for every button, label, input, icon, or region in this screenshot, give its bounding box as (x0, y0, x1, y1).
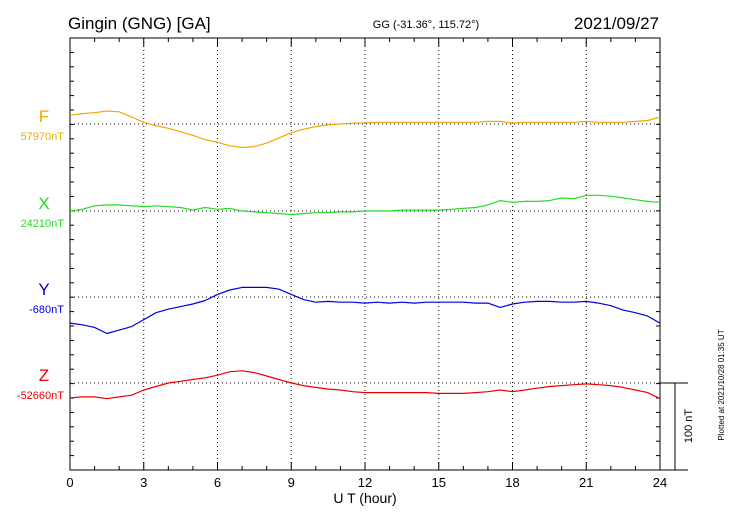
scale-bar: 100 nT (660, 382, 695, 471)
plotted-at-note: Plotted at 2021/10/28 01:35 UT (717, 329, 726, 440)
station-coordinates: GG (-31.36°, 115.72°) (373, 19, 479, 31)
plot-date: 2021/09/27 (574, 14, 659, 33)
x-tick-label-18: 18 (505, 475, 519, 490)
x-tick-label-12: 12 (358, 475, 372, 490)
x-axis: 0 3 6 9 12 15 18 21 24 (66, 38, 667, 490)
x-tick-label-15: 15 (432, 475, 446, 490)
x-tick-label-6: 6 (214, 475, 221, 490)
grid-layer (143, 38, 587, 470)
x-tick-label-0: 0 (66, 475, 73, 490)
series-baseline-f: 57970nT (21, 131, 65, 143)
series-line-f (69, 110, 661, 149)
scale-bar-label: 100 nT (683, 409, 695, 444)
x-tick-label-21: 21 (579, 475, 593, 490)
series-name-f: F (39, 107, 49, 126)
series-line-x (69, 194, 661, 216)
series-name-z: Z (39, 366, 49, 385)
series-line-z (69, 370, 661, 400)
series-baseline-z: -52660nT (17, 390, 64, 402)
series-layer (69, 110, 661, 400)
x-tick-label-24: 24 (653, 475, 667, 490)
series-baseline-y: -680nT (29, 304, 64, 316)
series-baseline-x: 24210nT (21, 218, 65, 230)
x-tick-label-9: 9 (288, 475, 295, 490)
series-labels: F 57970nT X 24210nT Y -680nT Z -52660nT (17, 107, 64, 402)
station-title: Gingin (GNG) [GA] (68, 14, 211, 33)
series-line-y (69, 286, 661, 335)
x-axis-label: U T (hour) (333, 490, 396, 506)
x-tick-label-3: 3 (140, 475, 147, 490)
series-name-y: Y (38, 280, 49, 299)
series-name-x: X (38, 194, 49, 213)
